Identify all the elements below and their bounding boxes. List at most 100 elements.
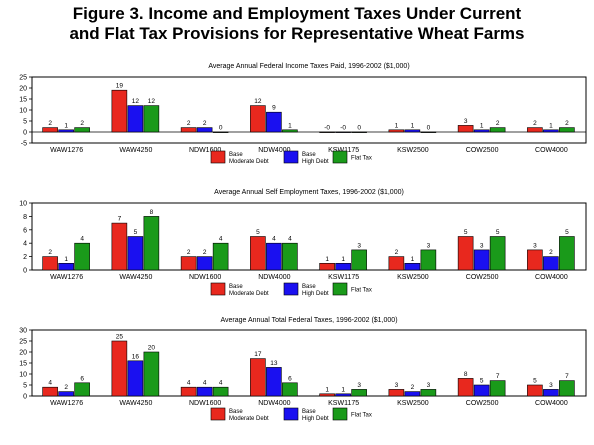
bar bbox=[58, 391, 74, 397]
bar bbox=[212, 242, 229, 271]
legend-swatch bbox=[210, 407, 226, 421]
bar bbox=[489, 127, 506, 133]
y-tick-label: 10 bbox=[19, 201, 27, 208]
bar bbox=[457, 378, 474, 397]
data-label: 1 bbox=[395, 122, 399, 129]
bar bbox=[420, 389, 437, 397]
legend-label: Moderate Debt bbox=[229, 416, 269, 422]
x-category-label: KSW1175 bbox=[328, 400, 359, 407]
data-label: 1 bbox=[480, 122, 484, 129]
data-label: 4 bbox=[219, 380, 223, 387]
data-label: 5 bbox=[134, 229, 138, 236]
data-label: 3 bbox=[357, 242, 361, 249]
panel-title: Average Annual Total Federal Taxes, 1996… bbox=[220, 317, 397, 324]
legend-swatch bbox=[283, 407, 299, 421]
x-category-label: WAW1276 bbox=[50, 274, 83, 281]
bar bbox=[473, 384, 490, 397]
chart-panel-2: Average Annual Self Employment Taxes, 19… bbox=[19, 189, 587, 297]
data-label: 2 bbox=[565, 120, 569, 127]
data-label: 2 bbox=[411, 384, 415, 391]
bar bbox=[212, 131, 229, 133]
bar bbox=[404, 129, 421, 133]
bar bbox=[282, 242, 298, 271]
bar bbox=[404, 262, 421, 271]
data-label: -0 bbox=[340, 125, 346, 132]
data-label: 4 bbox=[48, 380, 52, 387]
bar bbox=[266, 242, 282, 271]
y-tick-label: 0 bbox=[23, 268, 27, 275]
bar bbox=[127, 236, 144, 271]
data-label: 2 bbox=[496, 120, 500, 127]
x-category-label: NDW4000 bbox=[258, 400, 290, 407]
bar bbox=[180, 256, 197, 271]
bar bbox=[74, 127, 90, 133]
bar bbox=[111, 340, 128, 397]
y-tick-label: 0 bbox=[23, 394, 27, 401]
legend-label: Flat Tax bbox=[351, 156, 372, 162]
bar bbox=[473, 249, 490, 271]
bar bbox=[180, 386, 197, 397]
data-label: -0 bbox=[324, 125, 330, 132]
data-label: 25 bbox=[116, 334, 124, 341]
bar bbox=[319, 262, 335, 271]
data-label: 1 bbox=[64, 256, 68, 263]
chart-panel-3: Average Annual Total Federal Taxes, 1996… bbox=[19, 317, 587, 422]
y-tick-label: 6 bbox=[23, 227, 27, 234]
y-tick-label: 15 bbox=[19, 361, 27, 368]
data-label: 4 bbox=[272, 236, 276, 243]
x-category-label: WAW4250 bbox=[119, 274, 152, 281]
data-label: 1 bbox=[325, 256, 329, 263]
legend-label: Moderate Debt bbox=[229, 291, 269, 297]
data-label: 20 bbox=[148, 345, 156, 352]
legend-swatch bbox=[283, 150, 299, 164]
data-label: 7 bbox=[565, 373, 569, 380]
data-label: 7 bbox=[496, 373, 500, 380]
bar bbox=[143, 216, 160, 271]
bar bbox=[457, 125, 474, 133]
legend-label: Base bbox=[302, 409, 316, 415]
figure-title-line-2: and Flat Tax Provisions for Representati… bbox=[69, 24, 525, 43]
data-label: 12 bbox=[148, 98, 156, 105]
y-tick-label: 30 bbox=[19, 328, 27, 335]
bar bbox=[196, 386, 213, 397]
bar bbox=[351, 389, 367, 397]
panel-title: Average Annual Federal Income Taxes Paid… bbox=[208, 63, 409, 70]
data-label: 2 bbox=[80, 120, 84, 127]
bar bbox=[559, 127, 575, 133]
data-label: 4 bbox=[80, 236, 84, 243]
data-label: 2 bbox=[48, 120, 52, 127]
x-category-label: COW4000 bbox=[535, 400, 568, 407]
chart-panel-1: Average Annual Federal Income Taxes Paid… bbox=[19, 63, 587, 165]
plot-frame bbox=[31, 202, 587, 271]
bar bbox=[196, 127, 213, 133]
data-label: 1 bbox=[411, 256, 415, 263]
data-label: 2 bbox=[187, 120, 191, 127]
y-tick-label: 5 bbox=[23, 383, 27, 390]
data-label: 3 bbox=[395, 382, 399, 389]
data-label: 4 bbox=[187, 380, 191, 387]
x-category-label: NDW1600 bbox=[189, 274, 221, 281]
bar bbox=[527, 127, 543, 133]
data-label: 0 bbox=[357, 125, 361, 132]
legend-label: High Debt bbox=[302, 416, 329, 422]
legend-label: High Debt bbox=[302, 159, 329, 165]
bar bbox=[196, 256, 213, 271]
x-category-label: KSW2500 bbox=[397, 147, 429, 154]
bar bbox=[212, 386, 229, 397]
data-label: 5 bbox=[464, 229, 468, 236]
y-tick-label: 10 bbox=[19, 108, 27, 115]
y-tick-label: 20 bbox=[19, 350, 27, 357]
legend-label: Base bbox=[229, 409, 243, 415]
bar bbox=[420, 249, 437, 271]
bar bbox=[351, 249, 367, 271]
x-category-label: COW2500 bbox=[466, 400, 499, 407]
data-label: 5 bbox=[565, 229, 569, 236]
bar bbox=[559, 236, 575, 271]
data-label: 3 bbox=[549, 382, 553, 389]
data-label: 1 bbox=[341, 256, 345, 263]
legend-label: Base bbox=[229, 284, 243, 290]
